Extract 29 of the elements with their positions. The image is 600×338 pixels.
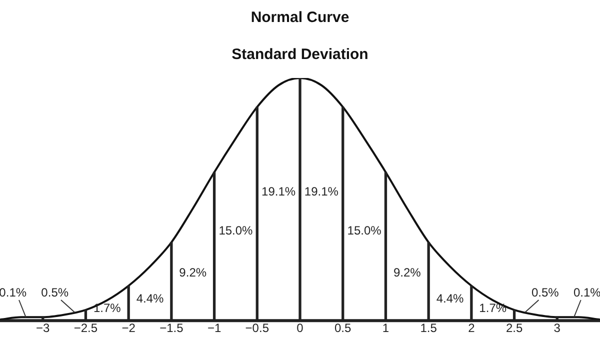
x-tick-label: −1.5: [160, 321, 184, 336]
x-tick-label: 2.5: [506, 321, 523, 336]
x-tick-label: 0.5: [334, 321, 352, 336]
x-tick-label: 0: [296, 321, 304, 336]
chart-title: Normal Curve: [250, 9, 350, 26]
x-tick-label: 3: [554, 321, 561, 336]
annotation: 1.7%: [479, 301, 507, 316]
x-tick-label: −2: [122, 321, 136, 336]
annotation: 9.2%: [179, 266, 207, 280]
annotation: 9.2%: [393, 266, 422, 280]
annotation: 4.4%: [436, 292, 464, 306]
x-tick-label: −2.5: [74, 321, 98, 336]
x-tick-label: 2: [468, 321, 476, 336]
annotation: 15.0%: [218, 223, 254, 238]
x-tick-label: −3: [36, 321, 50, 336]
annotation: 15.0%: [347, 223, 382, 238]
annotation: 0.1%: [573, 285, 600, 300]
annotation: 1.7%: [93, 301, 122, 316]
annotation: 0.1%: [0, 285, 27, 300]
chart-subtitle: Standard Deviation: [232, 46, 368, 64]
x-tick-label: 1: [382, 321, 390, 336]
x-tick-label: −0.5: [245, 321, 270, 336]
annotation: 4.4%: [136, 292, 164, 306]
annotation: 19.1%: [262, 184, 296, 198]
annotation: 0.5%: [531, 285, 560, 300]
x-tick-label: −1: [207, 321, 222, 336]
annotation: 0.5%: [41, 285, 69, 300]
annotation: 19.1%: [304, 184, 339, 198]
x-tick-label: 1.5: [420, 321, 438, 336]
